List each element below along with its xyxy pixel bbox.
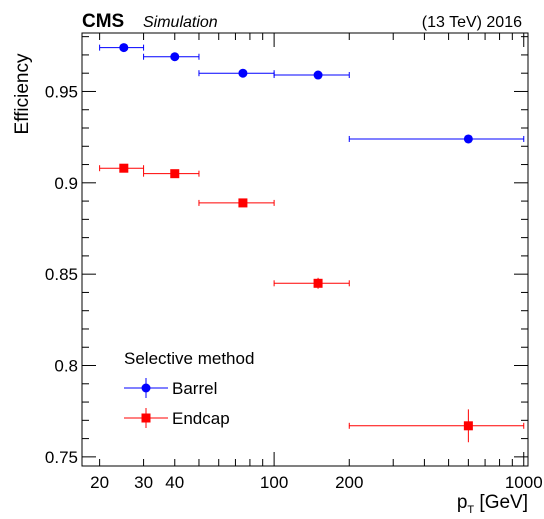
cms-label: CMS — [82, 11, 124, 32]
y-axis-label: Efficiency — [12, 53, 33, 134]
legend-item-endcap: Endcap — [124, 408, 230, 428]
y-tick-label: 0.85 — [45, 265, 78, 284]
data-point — [119, 163, 129, 173]
data-point — [313, 70, 323, 80]
data-point — [170, 169, 180, 179]
axis-ticks — [82, 33, 528, 466]
x-tick-label: 30 — [134, 473, 153, 492]
data-point — [238, 198, 248, 208]
x-tick-labels: 20 30 40 100 200 1000 — [90, 473, 543, 492]
simulation-label: Simulation — [143, 14, 218, 31]
y-tick-label: 0.75 — [45, 448, 78, 467]
data-point — [313, 278, 323, 288]
plot-frame — [81, 32, 529, 467]
legend: Barrel Endcap — [124, 378, 230, 428]
legend-label: Barrel — [172, 379, 217, 398]
data-point — [238, 68, 248, 78]
x-tick-label: 200 — [335, 473, 363, 492]
data-point — [119, 43, 129, 53]
y-tick-label: 0.8 — [54, 357, 78, 376]
legend-marker — [141, 383, 151, 393]
legend-item-barrel: Barrel — [124, 378, 217, 398]
x-tick-label: 20 — [90, 473, 109, 492]
data-point — [170, 52, 180, 62]
data-point — [463, 421, 473, 431]
data-marks — [99, 43, 525, 443]
data-point — [463, 134, 473, 144]
legend-label: Endcap — [172, 409, 230, 428]
y-tick-labels: 0.75 0.8 0.85 0.9 0.95 — [45, 82, 78, 466]
y-tick-label: 0.9 — [54, 174, 78, 193]
x-tick-label: 100 — [260, 473, 288, 492]
series-barrel — [99, 43, 525, 144]
series-endcap — [99, 163, 525, 443]
y-tick-label: 0.95 — [45, 82, 78, 101]
legend-title: Selective method — [124, 349, 254, 368]
legend-marker — [141, 413, 151, 423]
x-tick-label: 1000 — [505, 473, 543, 492]
energy-label: (13 TeV) 2016 — [422, 14, 522, 31]
x-axis-label: pT [GeV] — [457, 492, 528, 516]
x-tick-label: 40 — [165, 473, 184, 492]
